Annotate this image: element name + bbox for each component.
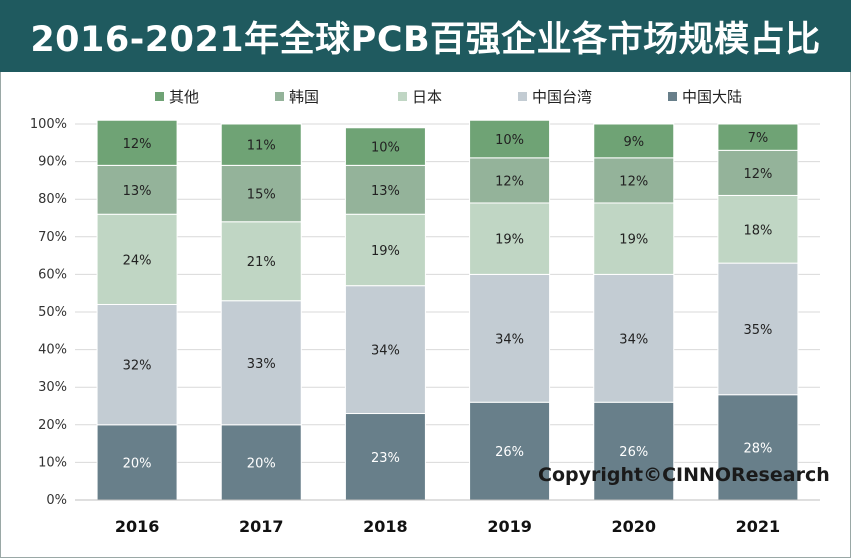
x-tick-label: 2021 (736, 517, 781, 536)
legend-swatch (155, 92, 164, 101)
data-label: 11% (247, 139, 276, 154)
bar-segment (96, 213, 178, 305)
bar-segment (220, 300, 302, 426)
bar-segment (593, 401, 675, 501)
title-bar: 2016-2021年全球PCB百强企业各市场规模占比 (0, 0, 851, 72)
bar-segment (344, 213, 426, 287)
gridlines (75, 123, 820, 501)
bar-segment (220, 164, 302, 223)
bar-segment (344, 285, 426, 415)
legend-item: 韩国 (275, 88, 319, 106)
data-label: 12% (619, 174, 648, 189)
bar-segment (96, 303, 178, 426)
legend-label: 韩国 (289, 88, 319, 106)
y-tick-label: 0% (46, 493, 67, 508)
data-label: 12% (123, 137, 152, 152)
data-label: 32% (123, 359, 152, 374)
data-label: 10% (371, 141, 400, 156)
y-tick-label: 60% (38, 267, 67, 282)
data-label: 34% (619, 332, 648, 347)
bar-segment (593, 123, 675, 159)
data-label: 10% (495, 133, 524, 148)
bar-segment (717, 123, 799, 151)
bar-segment (96, 164, 178, 215)
legend-swatch (275, 92, 284, 101)
data-label: 13% (371, 184, 400, 199)
bar-segment (344, 413, 426, 501)
bar-segment (593, 157, 675, 204)
data-label: 20% (247, 456, 276, 471)
y-tick-label: 90% (38, 155, 67, 170)
bar-segment (96, 424, 178, 501)
legend-item: 日本 (398, 88, 442, 106)
y-tick-label: 80% (38, 192, 67, 207)
data-label: 7% (748, 131, 769, 146)
data-label: 15% (247, 188, 276, 203)
bar-segment (344, 164, 426, 215)
x-tick-label: 2016 (115, 517, 160, 536)
data-label: 13% (123, 184, 152, 199)
y-tick-label: 100% (30, 117, 67, 132)
data-label: 12% (495, 174, 524, 189)
y-tick-label: 10% (38, 455, 67, 470)
data-label: 34% (371, 344, 400, 359)
bar-segment (96, 119, 178, 166)
x-tick-label: 2017 (239, 517, 284, 536)
copyright-watermark: Copyright©CINNOResearch (538, 464, 830, 486)
data-label: 23% (371, 451, 400, 466)
legend-swatch (518, 92, 527, 101)
legend-label: 其他 (169, 88, 199, 106)
x-tick-label: 2019 (487, 517, 532, 536)
legend-label: 中国大陆 (682, 88, 742, 106)
data-label: 18% (743, 223, 772, 238)
data-label: 12% (743, 167, 772, 182)
legend-swatch (398, 92, 407, 101)
legend-label: 日本 (412, 88, 442, 106)
bar-segment (469, 273, 551, 403)
bar-segment (469, 202, 551, 275)
y-tick-label: 50% (38, 305, 67, 320)
data-label: 19% (495, 233, 524, 248)
legend-swatch (668, 92, 677, 101)
axes: 0% 10% 20% 30% 40% 50% 60% 70% 80% 90% 100% 2016 201… (30, 117, 820, 536)
data-label: 35% (743, 323, 772, 338)
data-label: 21% (247, 255, 276, 270)
data-label: 28% (743, 441, 772, 456)
data-label: 33% (247, 357, 276, 372)
x-tick-label: 2020 (611, 517, 656, 536)
data-label: 24% (123, 253, 152, 268)
bar-segment (717, 149, 799, 196)
data-labels: 20% 32% 24% 13% 12% 20% 33% 21% 15% 11% 23% 34% 19% 1… (123, 131, 773, 471)
bar-segment (469, 401, 551, 501)
data-label: 19% (619, 233, 648, 248)
x-tick-label: 2018 (363, 517, 408, 536)
bar-segment (593, 273, 675, 403)
legend-item: 其他 (155, 88, 199, 106)
data-label: 9% (623, 135, 644, 150)
data-label: 26% (619, 445, 648, 460)
y-tick-label: 70% (38, 230, 67, 245)
chart-title: 2016-2021年全球PCB百强企业各市场规模占比 (30, 19, 821, 60)
legend: 其他 韩国 日本 中国台湾 中国大陆 (155, 88, 742, 106)
legend-label: 中国台湾 (532, 88, 592, 106)
y-tick-label: 20% (38, 418, 67, 433)
data-label: 19% (371, 244, 400, 259)
data-label: 26% (495, 445, 524, 460)
bar-segment (220, 221, 302, 302)
bar-segment (344, 127, 426, 166)
y-tick-label: 40% (38, 343, 67, 358)
y-tick-label: 30% (38, 380, 67, 395)
bar-segment (469, 119, 551, 159)
data-label: 34% (495, 332, 524, 347)
data-label: 20% (123, 456, 152, 471)
legend-item: 中国大陆 (668, 88, 742, 106)
bar-segment (220, 123, 302, 166)
bar-segment (593, 202, 675, 275)
bars (96, 119, 799, 501)
legend-item: 中国台湾 (518, 88, 592, 106)
